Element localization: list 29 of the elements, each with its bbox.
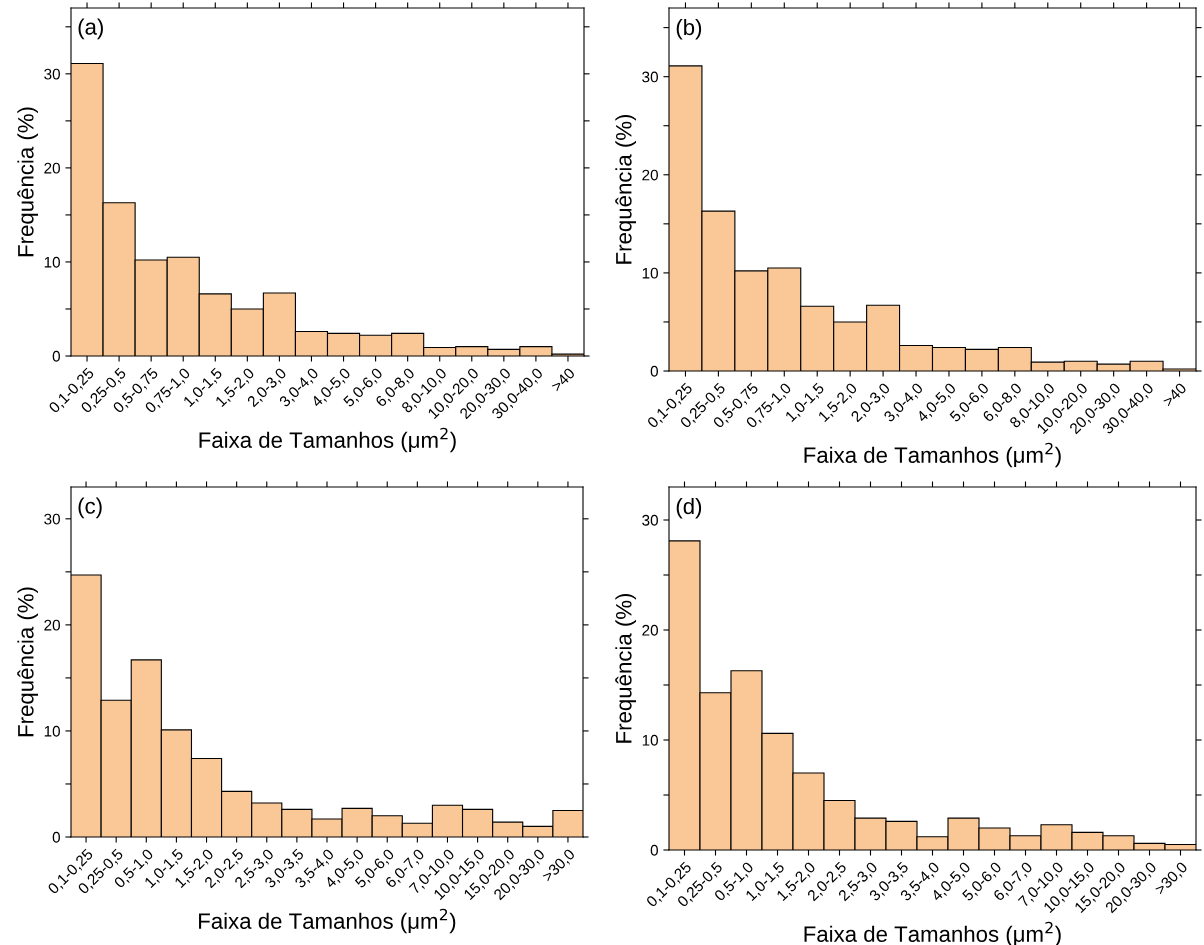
y-tick-label: 0: [52, 831, 60, 843]
x-axis-title: Faixa de Tamanhos (μm$^{2}$): [199, 908, 456, 934]
y-tick-label: 30: [44, 513, 60, 525]
y-tick-label: 30: [642, 514, 658, 526]
y-tick-label: 10: [44, 725, 60, 737]
x-tick-label: >40: [1162, 382, 1188, 408]
y-tick-label: 20: [642, 624, 658, 636]
y-tick-label: 0: [650, 844, 658, 856]
y-tick-label: 10: [642, 734, 658, 746]
y-tick-label: 0: [650, 365, 658, 377]
x-axis-title: Faixa de Tamanhos (μm$^{2}$): [804, 442, 1061, 468]
y-axis-title: Frequência (%): [615, 593, 637, 743]
y-axis-title: Frequência (%): [17, 107, 39, 257]
chart-title: (a): [78, 18, 103, 40]
y-tick-label: 0: [52, 350, 60, 362]
y-tick-label: 20: [44, 162, 60, 174]
y-tick-label: 30: [642, 71, 658, 83]
chart-title: (b): [676, 18, 702, 40]
y-tick-label: 10: [642, 267, 658, 279]
x-axis-title: Faixa de Tamanhos (μm$^{2}$): [199, 427, 456, 453]
y-tick-label: 30: [44, 68, 60, 80]
y-tick-label: 10: [44, 256, 60, 268]
x-tick-label: >40: [550, 367, 576, 393]
y-axis-title: Frequência (%): [17, 587, 39, 737]
chart-title: (c): [78, 497, 102, 519]
chart-title: (d): [676, 497, 702, 519]
y-axis-title: Frequência (%): [615, 114, 637, 264]
y-tick-label: 20: [642, 169, 658, 181]
y-tick-label: 20: [44, 619, 60, 631]
